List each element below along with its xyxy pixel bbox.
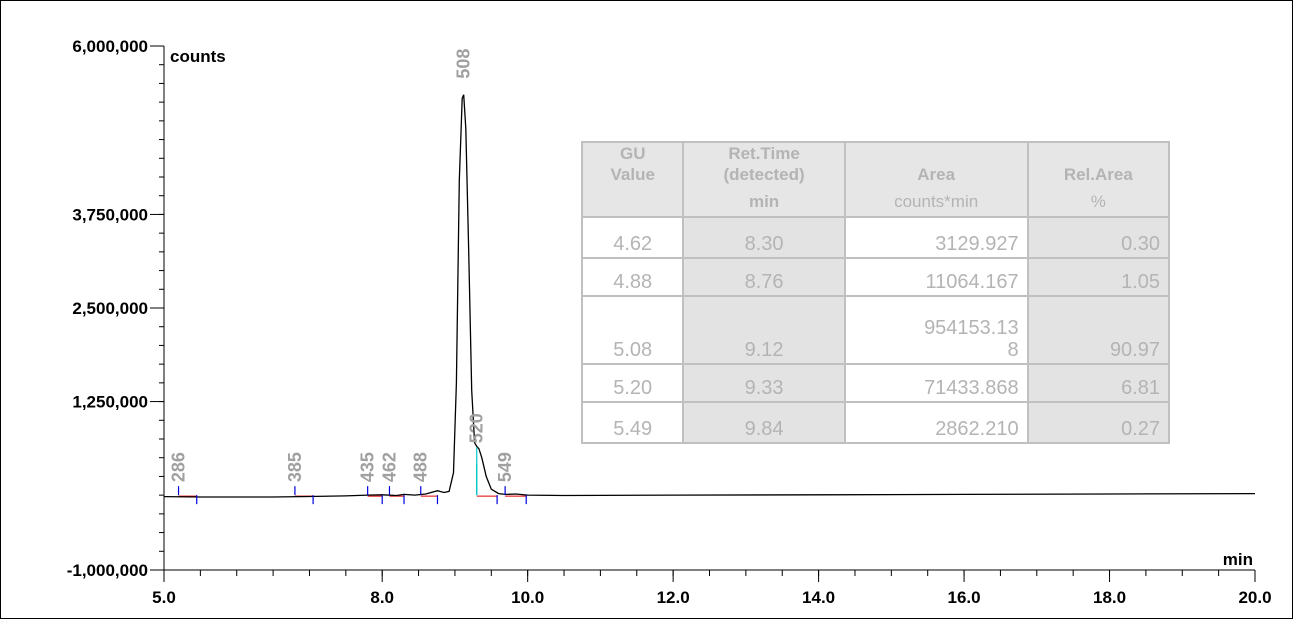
peak-table-header-row: GU Value Ret.Time (detected) min Area co…	[580, 141, 1171, 218]
x-tick-label: 14.0	[802, 588, 835, 607]
x-tick-label: 16.0	[948, 588, 981, 607]
cell-ret-time: 9.33	[682, 362, 846, 404]
x-tick-label: 8.0	[370, 588, 394, 607]
cell-ret-time: 9.84	[682, 401, 846, 444]
cell-rel-area: 0.27	[1026, 401, 1171, 444]
chromatogram-trace	[163, 94, 1256, 498]
header-ret-time-line2: (detected)	[723, 165, 805, 184]
cell-gu: 5.49	[580, 401, 685, 444]
header-rel-area: Rel.Area %	[1026, 141, 1171, 218]
peak-label: 488	[411, 452, 431, 482]
cell-rel-area: 6.81	[1026, 362, 1171, 404]
table-row: 5.49 9.84 2862.210 0.27	[580, 401, 1171, 444]
y-unit-label: counts	[170, 47, 226, 66]
header-gu-line1: GU	[619, 144, 646, 163]
x-tick-label: 5.0	[152, 588, 176, 607]
header-gu-line2: Value	[610, 165, 655, 184]
cell-area-line1: 954153.13	[924, 316, 1019, 339]
y-tick-label: 1,250,000	[72, 393, 148, 412]
peak-label: 435	[358, 452, 378, 482]
cell-ret-time: 8.76	[682, 256, 846, 298]
cell-gu: 5.20	[580, 362, 685, 404]
peak-label: 385	[285, 452, 305, 482]
header-rel-area-unit: %	[1090, 192, 1106, 211]
cell-area-line2: 8	[1007, 338, 1019, 361]
cell-rel-area: 0.30	[1026, 216, 1171, 259]
header-area: Area counts*min	[843, 141, 1029, 218]
peak-label: 508	[454, 49, 474, 79]
cell-area: 11064.167	[843, 256, 1029, 298]
x-unit-label: min	[1223, 550, 1253, 569]
table-row: 4.88 8.76 11064.167 1.05	[580, 256, 1171, 298]
cell-area: 954153.13 8	[843, 295, 1029, 365]
cell-gu: 4.88	[580, 256, 685, 298]
header-area-line1: Area	[917, 165, 956, 184]
header-ret-time-unit: min	[748, 192, 780, 211]
x-tick-label: 20.0	[1238, 588, 1271, 607]
table-row: 5.20 9.33 71433.868 6.81	[580, 362, 1171, 404]
peak-label: 286	[169, 452, 189, 482]
peak-label: 520	[467, 413, 487, 443]
y-tick-label: 2,500,000	[72, 299, 148, 318]
x-tick-label: 10.0	[511, 588, 544, 607]
table-row: 4.62 8.30 3129.927 0.30	[580, 216, 1171, 259]
cell-gu: 5.08	[580, 295, 685, 365]
cell-gu: 4.62	[580, 216, 685, 259]
peak-table: GU Value Ret.Time (detected) min Area co…	[580, 141, 1171, 444]
cell-area: 3129.927	[843, 216, 1029, 259]
header-ret-time: Ret.Time (detected) min	[682, 141, 846, 218]
header-gu-value: GU Value	[580, 141, 685, 218]
y-tick-label: 3,750,000	[72, 205, 148, 224]
table-row: 5.08 9.12 954153.13 8 90.97	[580, 295, 1171, 365]
y-tick-label: 6,000,000	[72, 37, 148, 56]
cell-rel-area: 90.97	[1026, 295, 1171, 365]
cell-area: 2862.210	[843, 401, 1029, 444]
peak-label: 549	[495, 452, 515, 482]
x-tick-label: 12.0	[657, 588, 690, 607]
cell-ret-time: 8.30	[682, 216, 846, 259]
x-tick-label: 18.0	[1093, 588, 1126, 607]
cell-ret-time: 9.12	[682, 295, 846, 365]
header-ret-time-line1: Ret.Time	[728, 144, 800, 163]
cell-rel-area: 1.05	[1026, 256, 1171, 298]
header-area-unit: counts*min	[894, 192, 979, 211]
header-rel-area-line1: Rel.Area	[1063, 165, 1133, 184]
cell-area: 71433.868	[843, 362, 1029, 404]
y-tick-label: -1,000,000	[67, 561, 148, 580]
peak-label: 462	[379, 452, 399, 482]
